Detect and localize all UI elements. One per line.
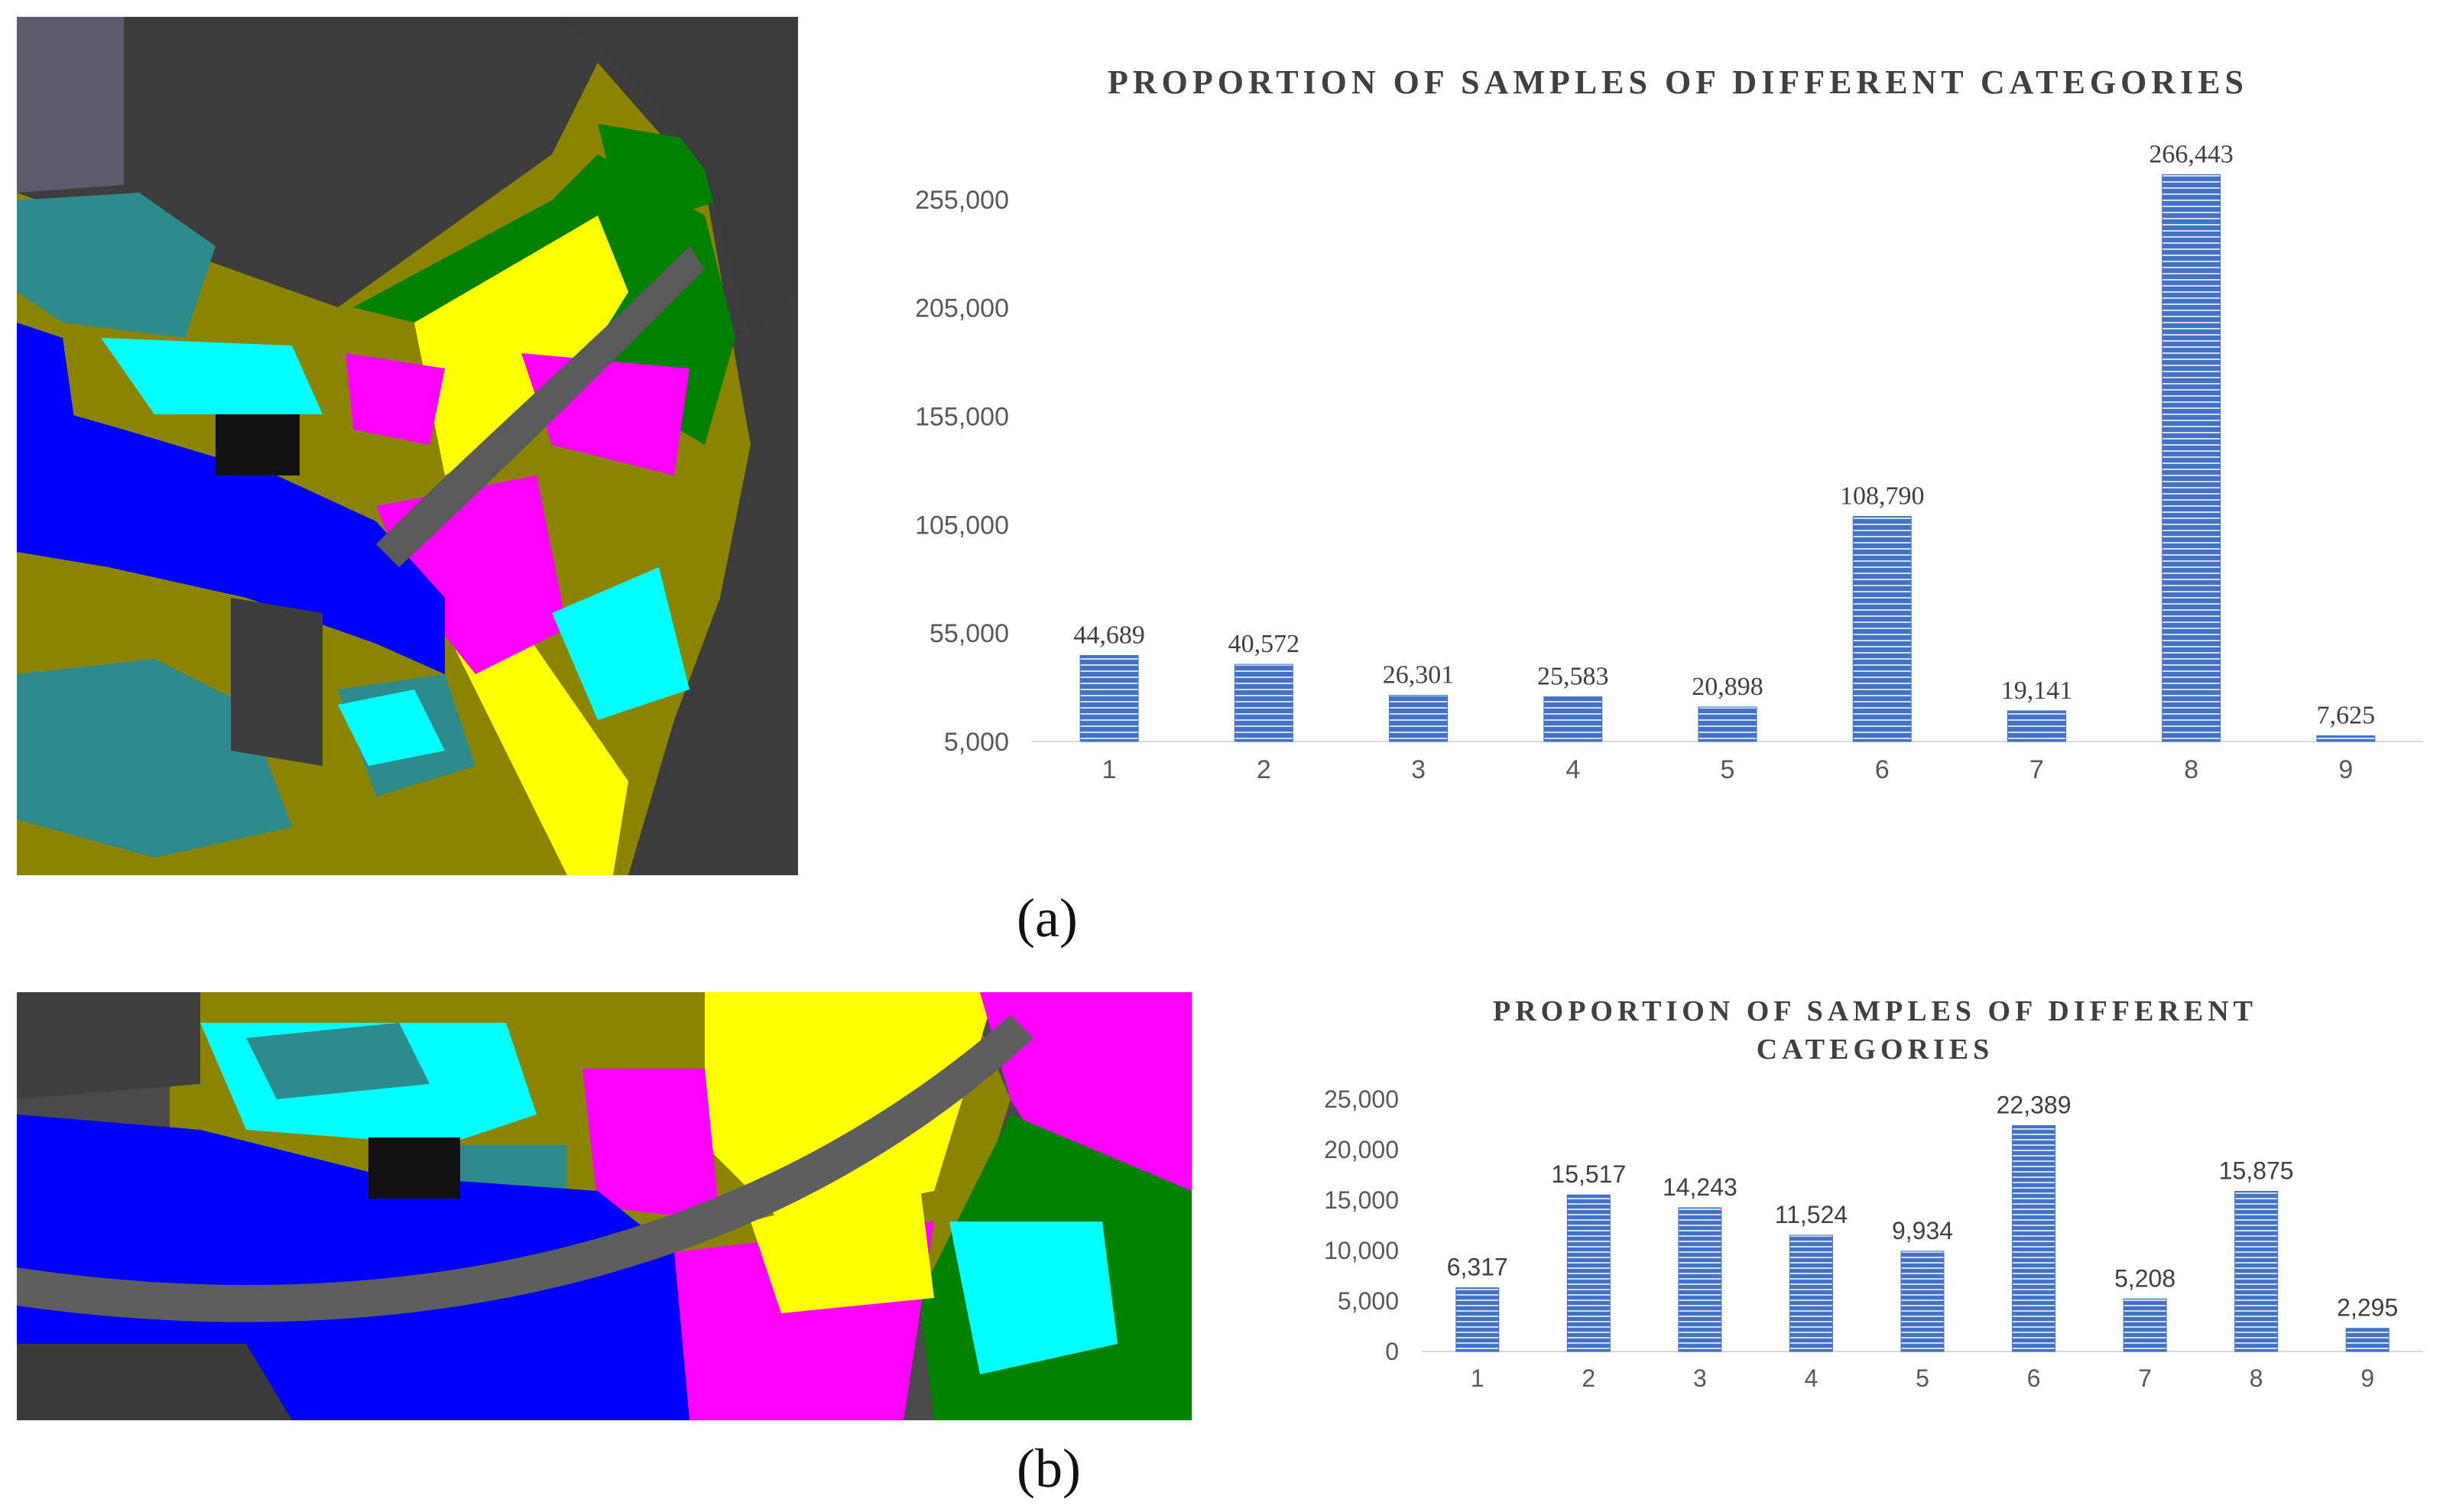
chart-b-bar-2 [1566, 1194, 1611, 1352]
chart-b-bar-5 [1900, 1251, 1945, 1352]
chart-b: PROPORTION OF SAMPLES OF DIFFERENT CATEG… [1254, 986, 2446, 1414]
chart-b-data-label: 5,208 [2114, 1264, 2175, 1292]
chart-b-xtick-label: 8 [2250, 1364, 2263, 1392]
chart-b-xtick-label: 3 [1693, 1364, 1707, 1392]
chart-b-xtick-label: 5 [1916, 1364, 1929, 1392]
chart-a-xtick-label: 8 [2184, 755, 2198, 784]
chart-a-xtick-label: 4 [1565, 755, 1580, 784]
chart-a-data-label: 20,898 [1692, 673, 1763, 701]
chart-a: PROPORTION OF SAMPLES OF DIFFERENT CATEG… [841, 31, 2438, 826]
chart-b-xtick-label: 4 [1805, 1364, 1818, 1392]
map-image-a [17, 17, 798, 875]
chart-b-data-label: 15,875 [2219, 1157, 2294, 1184]
chart-b-xtick-label: 1 [1471, 1364, 1484, 1392]
chart-b-data-label: 22,389 [1997, 1091, 2072, 1118]
chart-a-xtick-label: 2 [1257, 755, 1271, 784]
chart-a-xtick-label: 1 [1102, 755, 1117, 784]
chart-a-ytick-label: 255,000 [915, 186, 1009, 215]
chart-b-ytick-label: 10,000 [1324, 1237, 1399, 1264]
chart-b-xtick-label: 6 [2027, 1364, 2041, 1392]
chart-a-data-label: 40,572 [1228, 630, 1300, 658]
chart-b-xtick-label: 9 [2360, 1364, 2374, 1392]
chart-a-data-label: 25,583 [1537, 663, 1609, 691]
chart-b-xtick-label: 7 [2138, 1364, 2152, 1392]
chart-b-bar-4 [1789, 1235, 1833, 1352]
chart-a-bar-5 [1698, 706, 1757, 742]
chart-a-data-label: 7,625 [2317, 702, 2376, 730]
chart-a-bar-6 [1852, 516, 1912, 742]
chart-a-xtick-label: 3 [1411, 755, 1426, 784]
map-image-b [17, 992, 1192, 1420]
chart-b-ytick-label: 25,000 [1324, 1085, 1399, 1113]
chart-a-data-label: 44,689 [1073, 621, 1145, 649]
chart-b-data-label: 15,517 [1551, 1160, 1626, 1188]
chart-a-data-label: 108,790 [1840, 482, 1925, 511]
chart-b-bar-9 [2345, 1328, 2389, 1352]
chart-b-data-label: 6,317 [1447, 1254, 1508, 1281]
chart-b-title-line2: CATEGORIES [1757, 1033, 1994, 1066]
chart-b-data-label: 9,934 [1892, 1217, 1953, 1244]
panel-label-b: (b) [1017, 1438, 1081, 1499]
chart-a-bar-9 [2316, 735, 2376, 742]
chart-a-data-label: 26,301 [1383, 661, 1455, 689]
chart-b-bar-3 [1678, 1207, 1722, 1352]
chart-b-bar-6 [2012, 1124, 2056, 1352]
panel-label-a: (a) [1017, 887, 1078, 949]
chart-a-bar-8 [2162, 174, 2221, 742]
classification-map-a [17, 17, 798, 875]
chart-b-xtick-label: 2 [1582, 1364, 1595, 1392]
chart-b-data-label: 2,295 [2337, 1294, 2398, 1322]
chart-b-ytick-label: 15,000 [1324, 1186, 1399, 1214]
chart-a-title: PROPORTION OF SAMPLES OF DIFFERENT CATEG… [1108, 63, 2248, 101]
chart-a-bar-1 [1079, 654, 1139, 742]
chart-b-data-label: 14,243 [1663, 1173, 1737, 1201]
chart-a-svg: PROPORTION OF SAMPLES OF DIFFERENT CATEG… [915, 63, 2423, 784]
chart-a-bar-3 [1389, 695, 1449, 742]
chart-b-bar-7 [2123, 1298, 2167, 1352]
chart-a-data-label: 266,443 [2149, 140, 2234, 168]
chart-a-xtick-label: 5 [1721, 755, 1735, 784]
chart-b-ytick-label: 0 [1385, 1338, 1399, 1365]
chart-a-xtick-label: 9 [2338, 755, 2353, 784]
chart-b-svg: PROPORTION OF SAMPLES OF DIFFERENT CATEG… [1324, 995, 2423, 1392]
chart-a-bar-4 [1543, 696, 1603, 742]
chart-a-bar-2 [1234, 664, 1293, 742]
chart-a-ytick-label: 105,000 [915, 511, 1009, 540]
chart-b-ytick-label: 5,000 [1338, 1287, 1399, 1315]
chart-a-ytick-label: 155,000 [915, 402, 1009, 431]
chart-a-ytick-label: 5,000 [944, 728, 1009, 757]
chart-a-ytick-label: 205,000 [915, 294, 1009, 323]
chart-b-bar-8 [2234, 1190, 2279, 1352]
chart-a-xtick-label: 7 [2029, 755, 2044, 784]
chart-b-title-line1: PROPORTION OF SAMPLES OF DIFFERENT [1493, 995, 2257, 1027]
chart-a-bar-7 [2007, 710, 2066, 742]
chart-b-bar-1 [1455, 1287, 1500, 1352]
chart-b-ytick-label: 20,000 [1324, 1136, 1399, 1163]
chart-a-xtick-label: 6 [1875, 755, 1890, 784]
classification-map-b [17, 992, 1192, 1420]
chart-a-ytick-label: 55,000 [930, 619, 1009, 648]
chart-b-data-label: 11,524 [1775, 1201, 1848, 1228]
chart-a-data-label: 19,141 [2001, 677, 2073, 705]
